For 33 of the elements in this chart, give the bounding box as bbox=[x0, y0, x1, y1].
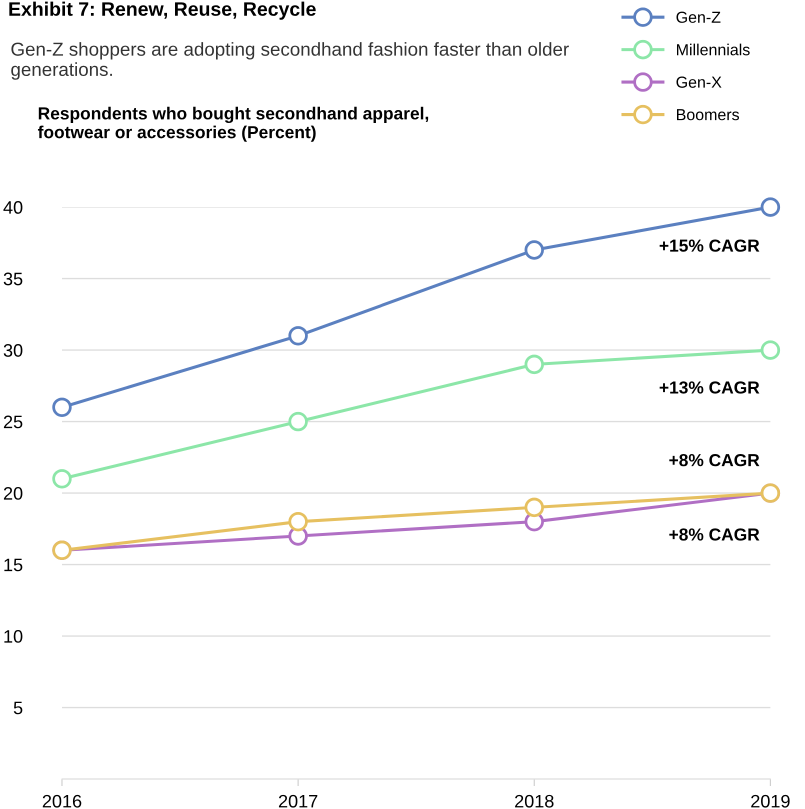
y-tick-label: 20 bbox=[4, 487, 22, 500]
point bbox=[760, 340, 780, 360]
point bbox=[52, 398, 72, 418]
y-tick-label: 15 bbox=[4, 558, 22, 572]
point bbox=[524, 354, 544, 374]
annotation: +8% CAGR bbox=[669, 454, 760, 466]
legend-label: Millennials bbox=[677, 44, 750, 56]
annotation: +15% CAGR bbox=[660, 240, 760, 252]
chart-title: Exhibit 7: Renew, Reuse, Recycle bbox=[9, 2, 316, 20]
legend-label: Gen-X bbox=[676, 76, 722, 88]
y-tick-label: 25 bbox=[4, 416, 22, 428]
x-tick-label: 2016 bbox=[42, 794, 82, 808]
y-tick-label: 35 bbox=[4, 272, 22, 286]
point bbox=[288, 512, 308, 532]
chart-subtitle: Gen-Z shoppers are adopting secondhand fashion faster than older generations. bbox=[11, 42, 569, 80]
point bbox=[524, 240, 544, 260]
annotation: +13% CAGR bbox=[660, 381, 760, 394]
annotation: +8% CAGR bbox=[669, 528, 760, 541]
point bbox=[288, 326, 308, 346]
legend-label: Gen-Z bbox=[676, 12, 720, 23]
y-tick-label: 5 bbox=[14, 702, 22, 714]
point bbox=[52, 469, 72, 489]
x-tick-label: 2018 bbox=[515, 794, 554, 808]
y-tick-label: 40 bbox=[3, 201, 22, 214]
x-tick-label: 2017 bbox=[278, 794, 318, 808]
legend-label: Boomers bbox=[677, 109, 740, 120]
y-tick-label: 10 bbox=[4, 630, 22, 643]
point bbox=[288, 412, 308, 432]
y-axis-title: Respondents who bought secondhand apparel, footwear or accessories (Percent) bbox=[38, 106, 428, 142]
y-tick-label: 30 bbox=[4, 344, 22, 357]
x-tick-label: 2019 bbox=[751, 794, 790, 808]
point bbox=[524, 498, 544, 518]
point bbox=[760, 197, 780, 217]
